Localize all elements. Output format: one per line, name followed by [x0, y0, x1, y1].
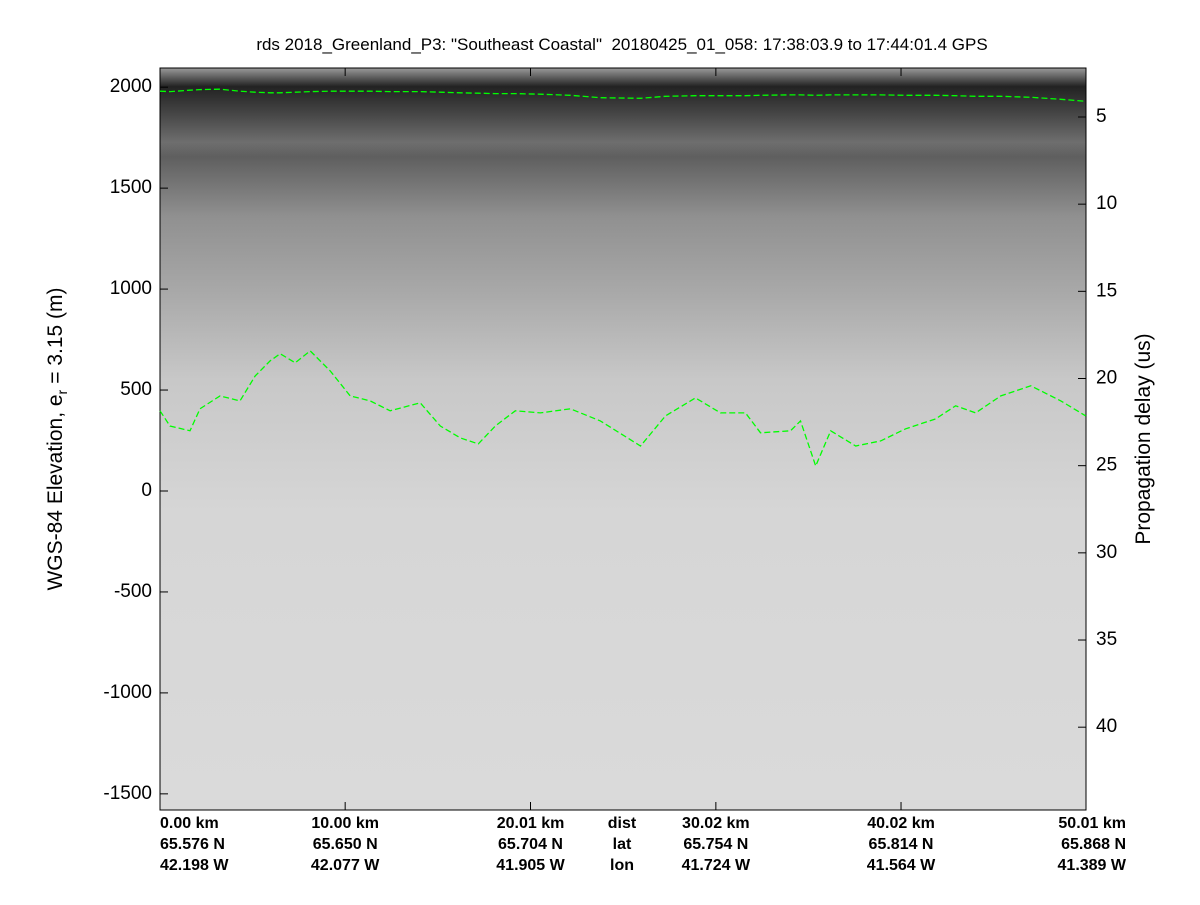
x-row-label: lon: [610, 857, 634, 874]
x-tick-lon: 41.905 W: [496, 857, 565, 874]
x-tick-lon: 42.198 W: [160, 857, 229, 874]
x-tick-label: 0.00 km: [160, 815, 219, 832]
y2-tick-label: 15: [1096, 280, 1117, 301]
y-tick-label: -500: [114, 581, 152, 602]
y2-tick-label: 10: [1096, 193, 1117, 214]
x-tick-lat: 65.754 N: [683, 836, 748, 853]
y-axis-label: WGS-84 Elevation, er = 3.15 (m): [44, 287, 70, 590]
plot-frame: [159, 67, 1087, 811]
x-row-label: dist: [608, 815, 637, 832]
y2-tick-label: 35: [1096, 629, 1117, 650]
x-tick-label: 10.00 km: [311, 815, 379, 832]
y-label-tail: = 3.15 (m): [44, 287, 67, 383]
y2-tick-label: 25: [1096, 455, 1117, 476]
x-tick-lon: 42.077 W: [311, 857, 380, 874]
x-tick-lat: 65.704 N: [498, 836, 563, 853]
x-tick-lat: 65.576 N: [160, 836, 225, 853]
y-tick-label: -1000: [103, 682, 152, 703]
y-label-text: WGS-84 Elevation, e: [44, 394, 67, 590]
layer-trace: [159, 88, 1086, 102]
x-tick-lon: 41.564 W: [867, 857, 936, 874]
y2-axis-label: Propagation delay (us): [1132, 333, 1155, 544]
y-tick-label: 2000: [110, 76, 152, 97]
x-tick-label: 50.01 km: [1058, 815, 1126, 832]
x-tick-lon: 41.389 W: [1058, 857, 1127, 874]
y2-tick-label: 20: [1096, 368, 1117, 389]
layer-trace: [159, 350, 1087, 468]
x-tick-label: 40.02 km: [867, 815, 935, 832]
x-tick-lat: 65.868 N: [1061, 836, 1126, 853]
y-tick-label: 1000: [110, 278, 152, 299]
y-tick-label: 1500: [110, 177, 152, 198]
echogram: [160, 68, 1086, 810]
x-tick-lon: 41.724 W: [682, 857, 751, 874]
y-label-sub: r: [54, 389, 70, 394]
y-tick-label: 500: [120, 379, 152, 400]
y2-tick-label: 40: [1096, 716, 1117, 737]
x-tick-lat: 65.650 N: [313, 836, 378, 853]
x-tick-lat: 65.814 N: [869, 836, 934, 853]
y-tick-label: 0: [141, 480, 152, 501]
y-tick-label: -1500: [103, 783, 152, 804]
x-tick-label: 20.01 km: [497, 815, 565, 832]
chart-title: rds 2018_Greenland_P3: "Southeast Coasta…: [256, 35, 987, 54]
x-tick-label: 30.02 km: [682, 815, 750, 832]
y2-tick-label: 5: [1096, 106, 1107, 127]
x-row-label: lat: [613, 836, 632, 853]
y2-tick-label: 30: [1096, 542, 1117, 563]
